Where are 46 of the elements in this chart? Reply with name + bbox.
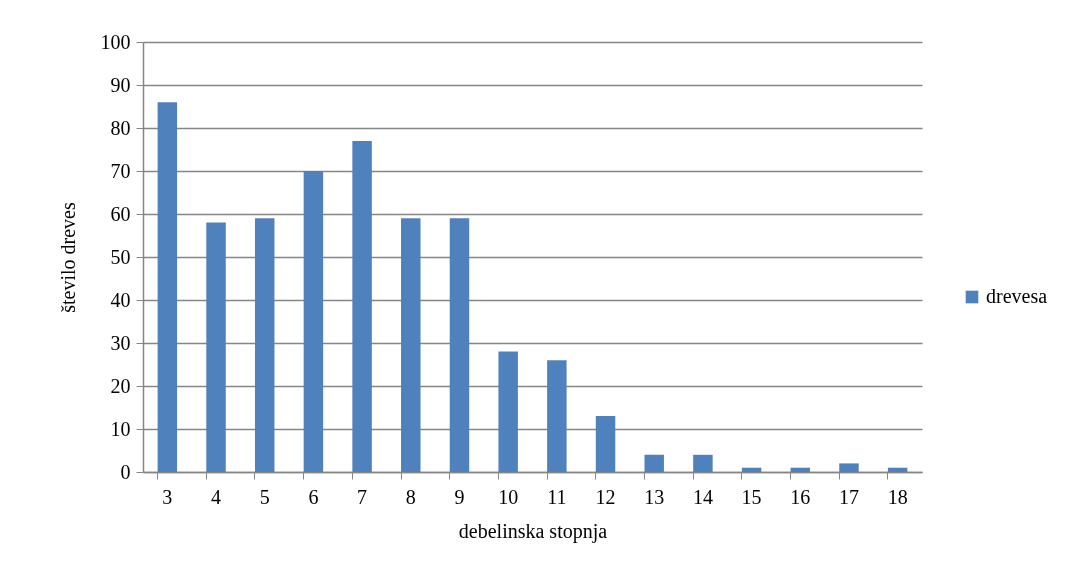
y-tick-label: 70 bbox=[110, 159, 131, 182]
y-axis-title: število dreves bbox=[56, 202, 79, 313]
x-tick-label: 14 bbox=[692, 485, 713, 508]
bar bbox=[303, 171, 324, 472]
x-tick-label: 7 bbox=[357, 485, 368, 508]
y-tick-label: 30 bbox=[110, 331, 131, 354]
bar bbox=[401, 218, 421, 472]
y-tick-label: 40 bbox=[110, 288, 131, 311]
x-tick-label: 12 bbox=[595, 485, 616, 508]
bar bbox=[352, 140, 372, 472]
bar bbox=[644, 454, 664, 472]
x-tick-label: 9 bbox=[454, 485, 465, 508]
y-tick-label: 60 bbox=[110, 202, 131, 225]
bar bbox=[206, 222, 226, 472]
bar bbox=[254, 218, 275, 472]
bar bbox=[157, 102, 178, 472]
x-tick-label: 13 bbox=[644, 485, 665, 508]
bar bbox=[498, 351, 518, 472]
bar bbox=[449, 218, 470, 472]
x-tick-label: 15 bbox=[741, 485, 762, 508]
x-axis-title: debelinska stopnja bbox=[458, 519, 608, 543]
y-tick-label: 0 bbox=[120, 460, 131, 483]
x-tick-label: 11 bbox=[547, 485, 567, 508]
y-tick-label: 80 bbox=[110, 116, 131, 139]
x-tick-label: 18 bbox=[887, 485, 908, 508]
x-tick-label: 3 bbox=[162, 485, 173, 508]
x-tick-label: 10 bbox=[498, 485, 519, 508]
x-tick-label: 5 bbox=[259, 485, 270, 508]
x-tick-label: 8 bbox=[405, 485, 416, 508]
y-tick-label: 90 bbox=[110, 73, 131, 96]
x-tick-label: 17 bbox=[838, 485, 859, 508]
y-tick-label: 50 bbox=[110, 245, 131, 268]
y-tick-label: 100 bbox=[100, 30, 131, 53]
x-tick-label: 6 bbox=[308, 485, 319, 508]
bar bbox=[790, 467, 811, 472]
y-tick-label: 20 bbox=[110, 374, 131, 397]
bar bbox=[595, 416, 616, 472]
y-tick-label: 10 bbox=[110, 417, 131, 440]
bar bbox=[839, 463, 859, 472]
legend-label: drevesa bbox=[986, 285, 1048, 307]
x-tick-label: 16 bbox=[790, 485, 811, 508]
x-tick-label: 4 bbox=[211, 485, 222, 508]
bar bbox=[693, 454, 713, 472]
bar bbox=[547, 360, 567, 472]
bar bbox=[887, 467, 908, 472]
bar bbox=[741, 467, 762, 472]
